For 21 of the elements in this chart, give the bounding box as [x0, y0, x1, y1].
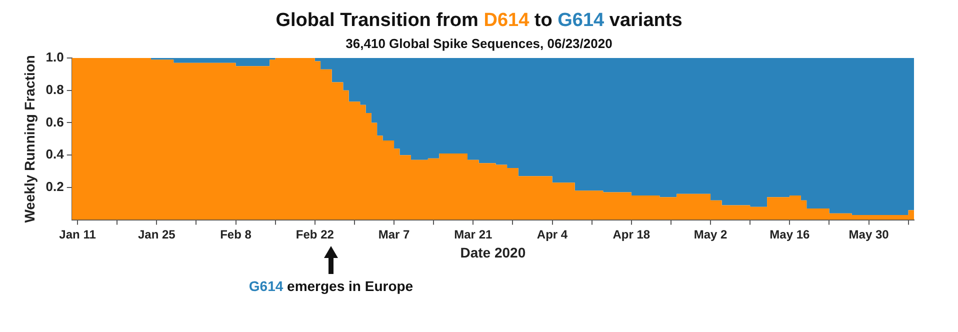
y-tick-label: 0.6	[46, 114, 64, 130]
y-axis-title: Weekly Running Fraction	[21, 55, 38, 223]
x-tick-label: Mar 21	[454, 227, 492, 242]
y-tick-label: 0.8	[46, 82, 64, 97]
x-tick-label: Jan 11	[59, 227, 96, 242]
x-tick-label: Apr 18	[612, 227, 650, 242]
text: G614 emerges in Europe	[248, 278, 414, 294]
chart-title: Global Transition from D614 to G614 variants	[276, 10, 682, 31]
chart-subtitle: 36,410 Global Spike Sequences, 06/23/2020	[344, 36, 614, 51]
x-tick-label: May 30	[848, 227, 890, 242]
x-tick-label: Feb 22	[296, 227, 334, 242]
x-tick-label: May 2	[694, 227, 728, 242]
y-tick-label: 0.2	[46, 179, 64, 194]
x-tick-label: Jan 25	[138, 227, 176, 242]
y-tick-label: 1.0	[46, 50, 64, 65]
x-axis-title: Date 2020	[460, 244, 526, 260]
x-tick-label: Apr 4	[536, 227, 568, 242]
y-tick-label: 0.4	[46, 146, 65, 162]
x-tick-label: May 16	[770, 227, 810, 242]
x-tick-label: Mar 7	[378, 227, 410, 242]
x-tick-label: Feb 8	[220, 227, 252, 242]
